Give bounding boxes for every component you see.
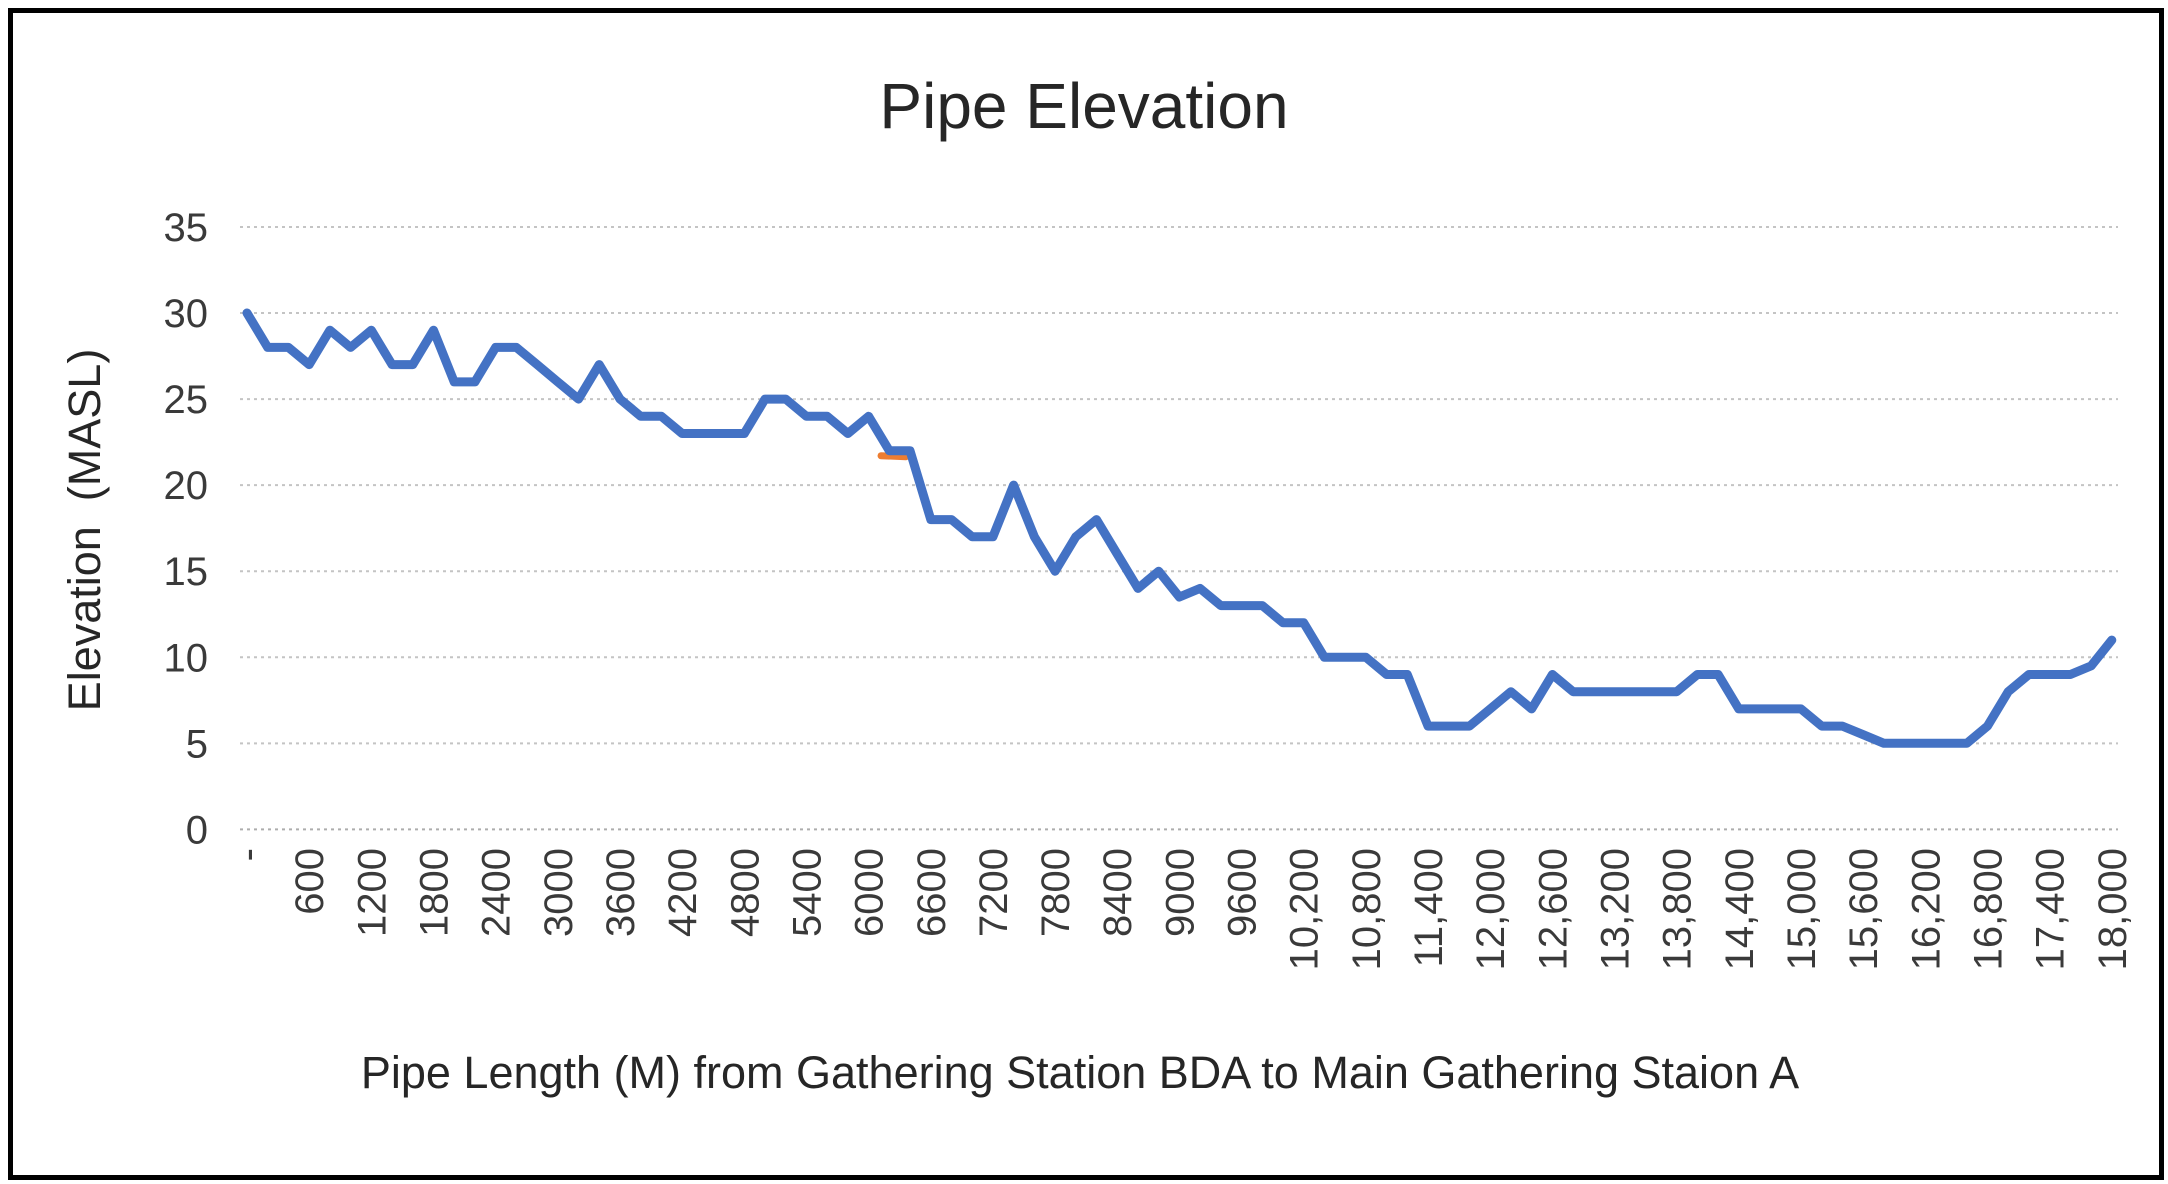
chart-frame-border <box>8 8 2164 1180</box>
y-axis-tick-labels: 0 5 10 15 20 25 30 35 <box>164 206 209 852</box>
x-tick-label-13800: 13,800 <box>1656 848 1700 970</box>
x-tick-label-12600: 12,600 <box>1531 848 1575 970</box>
y-tick-label-10: 10 <box>164 636 209 680</box>
x-tick-label-600: 600 <box>288 848 332 915</box>
chart-title: Pipe Elevation <box>879 70 1288 142</box>
x-tick-label-6000: 6000 <box>848 848 892 937</box>
y-tick-label-25: 25 <box>164 378 209 422</box>
x-tick-label-9600: 9600 <box>1221 848 1265 937</box>
x-tick-label-15600: 15,600 <box>1842 848 1886 970</box>
x-tick-label-10800: 10,800 <box>1345 848 1389 970</box>
x-tick-label-1800: 1800 <box>412 848 456 937</box>
x-axis-title: Pipe Length (M) from Gathering Station B… <box>361 1047 1799 1098</box>
x-tick-label-3000: 3000 <box>537 848 581 937</box>
x-tick-label-16800: 16,800 <box>1966 848 2010 970</box>
x-tick-label-10200: 10,200 <box>1283 848 1327 970</box>
x-tick-label-1200: 1200 <box>350 848 394 937</box>
x-tick-label-18000: 18,000 <box>2091 848 2135 970</box>
x-tick-label-7800: 7800 <box>1034 848 1078 937</box>
x-tick-label-2400: 2400 <box>475 848 519 937</box>
x-axis-tick-labels: - 600 1200 1800 2400 3000 3600 4200 4800 5400 6000… <box>226 848 2135 970</box>
y-tick-label-5: 5 <box>186 722 208 766</box>
x-tick-label-17400: 17,400 <box>2029 848 2073 970</box>
x-tick-label-8400: 8400 <box>1096 848 1140 937</box>
x-tick-label-16200: 16,200 <box>1904 848 1948 970</box>
x-tick-label-15000: 15,000 <box>1780 848 1824 970</box>
y-tick-label-15: 15 <box>164 550 209 594</box>
x-tick-label-11400: 11,400 <box>1407 848 1451 967</box>
elevation-line-series <box>242 308 2117 748</box>
x-tick-label-13200: 13,200 <box>1594 848 1638 970</box>
x-tick-label-4200: 4200 <box>661 848 705 937</box>
x-tick-label-3600: 3600 <box>599 848 643 937</box>
x-tick-label-12000: 12,000 <box>1469 848 1513 970</box>
artifact-orange-mark <box>877 452 910 461</box>
x-tick-label-5400: 5400 <box>785 848 829 937</box>
gridlines <box>240 225 2118 831</box>
x-tick-label-6600: 6600 <box>910 848 954 937</box>
y-axis-title: Elevation (MASL) <box>59 349 110 712</box>
x-tick-label-7200: 7200 <box>972 848 1016 937</box>
x-tick-label-9000: 9000 <box>1158 848 1202 937</box>
x-tick-label-4800: 4800 <box>723 848 767 937</box>
x-tick-label-: - <box>226 848 270 861</box>
y-tick-label-0: 0 <box>186 808 208 852</box>
x-tick-label-14400: 14,400 <box>1718 848 1762 970</box>
y-tick-label-30: 30 <box>164 292 209 336</box>
y-tick-label-35: 35 <box>164 206 209 250</box>
y-tick-label-20: 20 <box>164 464 209 508</box>
